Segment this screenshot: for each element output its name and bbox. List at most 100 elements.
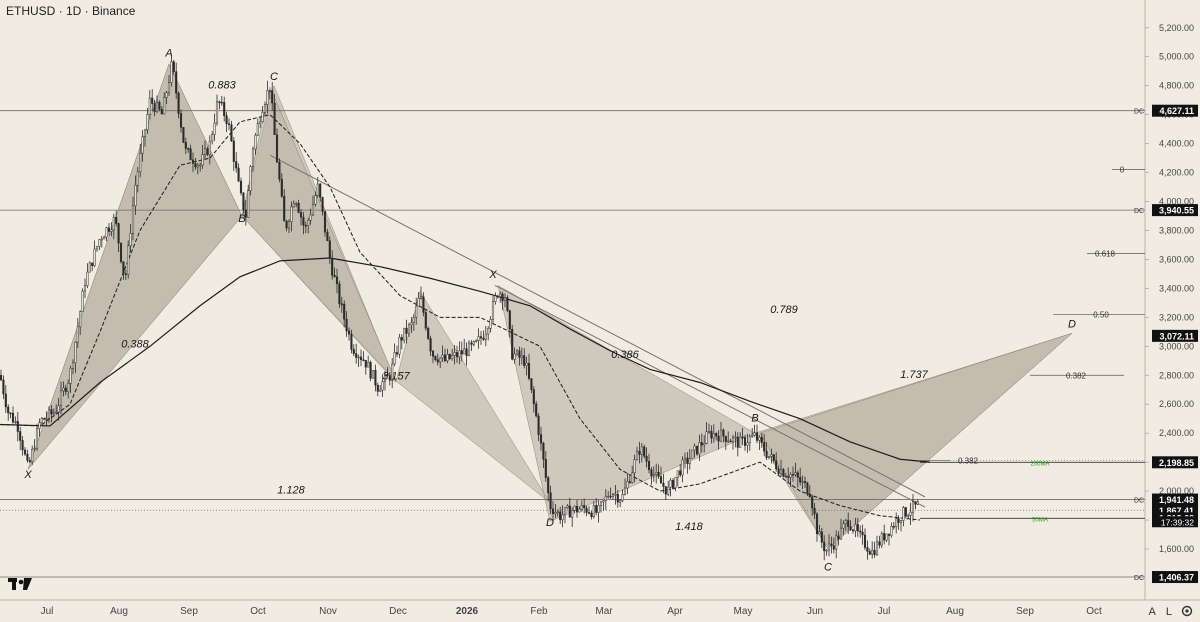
y-tick-label: 3,000.00 (1159, 341, 1194, 351)
candle-body (199, 164, 202, 167)
candle-body (410, 322, 413, 326)
candle-body (16, 421, 19, 432)
candle-body (859, 530, 862, 533)
candle-body (650, 469, 653, 477)
candle-body (33, 448, 36, 450)
candle-body (247, 190, 250, 218)
candle-body (575, 506, 579, 513)
candle-body (880, 533, 883, 546)
candle-body (765, 450, 768, 458)
candle-body (472, 341, 475, 345)
candle-body (715, 433, 718, 437)
log-scale-toggle[interactable]: L (1165, 606, 1172, 618)
candle-body (386, 373, 389, 376)
candle-body (364, 360, 367, 368)
candle-body (184, 142, 187, 149)
candle-body (376, 384, 379, 392)
candle-body (847, 520, 850, 527)
candle-body (448, 354, 451, 359)
candle-body (23, 449, 27, 455)
candle-body (851, 529, 855, 532)
candle-body (436, 359, 439, 363)
candle-body (647, 461, 651, 470)
candle-body (71, 362, 75, 369)
candle-body (590, 512, 593, 518)
x-tick-label: Mar (595, 606, 613, 617)
candle-body (604, 496, 607, 502)
y-tick-label: 2,400.00 (1159, 428, 1194, 438)
price-tag-0 (1152, 104, 1198, 117)
chart-title: ETHUSD · 1D · Binance (6, 4, 136, 18)
candle-body (263, 104, 267, 113)
price-axis[interactable]: 5,200.005,000.004,800.004,600.004,400.00… (1145, 23, 1198, 584)
fib-label-4: 0.382 (958, 457, 979, 466)
candle-body (614, 493, 617, 496)
y-tick-label: 2,000.00 (1159, 486, 1194, 496)
candle-body (787, 475, 790, 478)
candle-body (9, 412, 12, 415)
candle-body (535, 403, 538, 417)
candle-series (0, 55, 919, 561)
candle-body (499, 293, 502, 298)
candle-body (299, 212, 303, 218)
candle-body (561, 514, 564, 521)
candle-body (429, 338, 432, 352)
candle-body (799, 477, 802, 483)
candle-body (460, 350, 463, 355)
candle-body (580, 505, 583, 510)
candle-body (331, 258, 334, 276)
candle-body (626, 481, 629, 489)
candle-body (321, 197, 324, 212)
candle-body (26, 453, 29, 461)
price-tag-label-4: 1,941.48 (1159, 495, 1194, 505)
price-tag-label-3: 2,198.85 (1159, 458, 1194, 468)
candle-body (707, 430, 711, 433)
candle-body (549, 492, 552, 510)
candle-body (695, 445, 699, 455)
candle-body (175, 71, 178, 94)
candle-body (400, 337, 403, 341)
candle-body (815, 513, 819, 535)
candle-body (103, 236, 106, 240)
candle-body (818, 531, 821, 535)
gear-icon[interactable] (1180, 604, 1194, 618)
candle-body (585, 507, 588, 513)
candle-body (748, 436, 751, 444)
candle-body (415, 305, 418, 318)
price-tag-label-1: 3,940.55 (1159, 206, 1194, 216)
candle-body (458, 350, 461, 358)
candle-body (235, 161, 238, 169)
candle-body (441, 354, 444, 359)
x-tick-label: Oct (250, 606, 266, 617)
candle-body (597, 505, 600, 513)
auto-scale-toggle[interactable]: A (1148, 606, 1156, 618)
candle-body (897, 518, 900, 523)
candle-body (131, 205, 135, 234)
candle-body (254, 134, 257, 150)
moving-averages (0, 114, 931, 521)
candle-body (2, 379, 5, 395)
fib-label-0: 0 (1120, 166, 1125, 175)
candle-body (532, 389, 535, 405)
candle-body (434, 355, 437, 360)
price-tag-7 (1152, 571, 1198, 584)
candle-body (295, 202, 298, 205)
pattern-annotations: A 0.883 C B X 0.388 3.157 X 0.386 0.789 B 1.737 D 1.1… (23, 48, 1076, 574)
candle-body (223, 102, 226, 117)
time-axis[interactable]: Jul Aug Sep Oct Nov Dec 2026 Feb Mar Apr May Jun Jul… (41, 606, 1102, 617)
candle-body (873, 549, 876, 555)
level-tag-1: DC (1134, 208, 1144, 215)
candle-body (621, 494, 624, 501)
candle-body (823, 542, 826, 552)
candle-body (657, 472, 660, 477)
annotation-1: 0.883 (208, 80, 236, 92)
candle-body (683, 457, 687, 461)
candle-body (215, 101, 219, 124)
candle-body (782, 469, 785, 477)
candle-body (323, 211, 327, 233)
candle-body (563, 507, 567, 516)
candle-body (619, 500, 622, 503)
candle-body (607, 496, 610, 498)
